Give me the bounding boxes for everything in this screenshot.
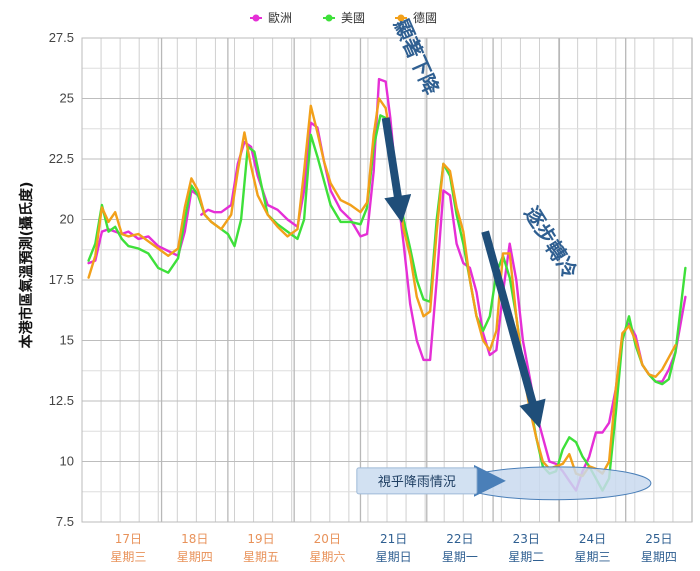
drop-annotation-text: 顯著下降 (389, 16, 444, 100)
y-tick-label: 22.5 (49, 151, 74, 166)
y-tick-label: 27.5 (49, 30, 74, 45)
x-tick-date-label: 21日 (380, 532, 407, 546)
plot-frame (81, 37, 693, 523)
grid (81, 37, 693, 523)
x-tick-weekday-label: 星期日 (376, 550, 412, 564)
y-tick-label: 7.5 (56, 514, 74, 529)
x-tick-date-label: 17日 (115, 532, 142, 546)
legend-swatch-marker (397, 14, 405, 22)
legend-label: 歐洲 (268, 10, 292, 25)
x-tick-weekday-label: 星期一 (442, 550, 478, 564)
series-德國 (87, 97, 677, 478)
x-tick-weekday-label: 星期三 (110, 550, 146, 564)
legend-item[interactable]: 歐洲 (250, 10, 292, 25)
rain-note-box (356, 467, 478, 495)
x-tick-weekday-label: 星期六 (309, 550, 345, 564)
x-tick-weekday-label: 星期五 (243, 550, 279, 564)
x-tick-weekday-label: 星期四 (177, 550, 213, 564)
legend[interactable]: 歐洲 美國 德國 (250, 10, 437, 25)
legend-label: 美國 (341, 11, 365, 25)
x-tick-weekday-label: 星期四 (641, 550, 677, 564)
y-tick-label: 10 (60, 454, 74, 469)
series-line (200, 77, 687, 492)
x-tick-date-label: 18日 (181, 532, 208, 546)
y-axis-label: 本港市區氣溫預測(攝氏度) (18, 182, 35, 349)
y-tick-label: 17.5 (49, 272, 74, 287)
legend-label: 德國 (413, 10, 437, 25)
y-tick-label: 12.5 (49, 393, 74, 408)
x-tick-date-label: 24日 (579, 532, 606, 546)
y-tick-label: 20 (60, 212, 74, 227)
y-tick-label: 25 (60, 91, 74, 106)
x-tick-date-label: 23日 (513, 532, 540, 546)
legend-item[interactable]: 美國 (323, 11, 365, 25)
y-axis-ticks: 7.5 10 12.5 15 17.5 20 22.5 25 27.5 (49, 30, 74, 529)
legend-swatch-marker (252, 14, 260, 22)
x-tick-date-label: 19日 (247, 532, 274, 546)
series-line (87, 97, 677, 478)
x-tick-weekday-label: 星期三 (575, 550, 611, 564)
x-tick-date-label: 22日 (446, 532, 473, 546)
drop-arrow (381, 117, 412, 223)
series-歐洲 (87, 77, 687, 492)
series-line (87, 189, 200, 265)
y-tick-label: 15 (60, 333, 74, 348)
x-tick-weekday-label: 星期二 (508, 550, 544, 564)
legend-item[interactable]: 德國 (395, 10, 437, 25)
x-tick-date-label: 25日 (645, 532, 672, 546)
cool-arrow (481, 230, 546, 429)
rain-note-text: 視乎降雨情況 (378, 475, 456, 490)
x-tick-date-label: 20日 (314, 532, 341, 546)
cool-annotation-text: 逐步轉冷 (519, 202, 582, 283)
legend-swatch-marker (325, 14, 333, 22)
